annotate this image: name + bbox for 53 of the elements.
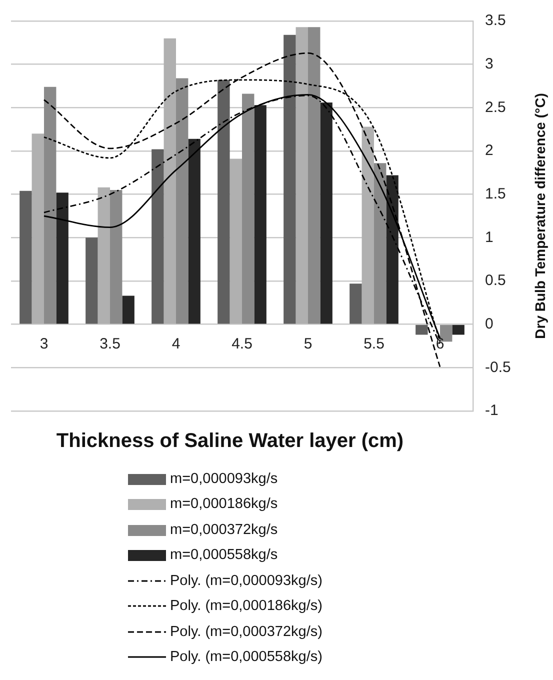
y-tick-label: 3.5 [485, 12, 506, 30]
x-tick-label: 5 [304, 335, 312, 352]
bar [320, 102, 332, 324]
legend-label: Poly. (m=0,000186kg/s) [170, 598, 322, 614]
legend-label: m=0,000093kg/s [170, 470, 278, 487]
y-tick-label: 0 [485, 315, 494, 332]
bar [350, 284, 362, 324]
legend-label: m=0,000372kg/s [170, 522, 278, 538]
legend-label: Poly. (m=0,000558kg/s) [170, 649, 322, 666]
y-tick-label: -0.5 [485, 358, 511, 376]
x-axis-title: Thickness of Saline Water layer (cm) [55, 430, 405, 453]
x-tick-label: 4.5 [232, 335, 252, 352]
bar [386, 175, 398, 324]
bar [110, 190, 122, 324]
bar [164, 38, 176, 324]
x-tick-label: 4 [172, 335, 180, 352]
y-axis-title: Dry Bulb Temperature difference (°C) [532, 93, 548, 339]
bar [230, 158, 242, 324]
bar [176, 78, 188, 324]
bar [56, 192, 68, 324]
x-tick-label: 5.5 [364, 335, 384, 352]
legend-label: m=0,000558kg/s [170, 547, 278, 564]
bar [86, 238, 98, 324]
y-tick-label: 2.5 [485, 98, 506, 116]
bar [284, 34, 296, 324]
bar [374, 163, 386, 324]
legend-label: m=0,000186kg/s [170, 496, 278, 512]
x-tick-label: 3 [40, 335, 48, 352]
bar [308, 27, 320, 324]
y-tick-label: 1.5 [485, 185, 506, 202]
bar [152, 149, 164, 324]
bar [452, 324, 464, 335]
y-tick-label: -1 [485, 402, 498, 420]
bar [20, 190, 32, 324]
bar [416, 324, 428, 335]
bar [218, 80, 230, 324]
y-tick-label: 1 [485, 228, 494, 246]
bar [242, 94, 254, 324]
bar [122, 296, 134, 324]
y-tick-label: 0.5 [485, 272, 506, 290]
bar [254, 105, 266, 324]
x-tick-label: 6 [436, 335, 444, 352]
bar [98, 187, 110, 324]
bar [44, 86, 56, 324]
bar [32, 134, 44, 324]
x-tick-label: 3.5 [100, 335, 120, 352]
bar [296, 27, 308, 324]
legend-label: Poly. (m=0,000093kg/s) [170, 572, 322, 589]
bar [188, 138, 200, 324]
legend-label: Poly. (m=0,000372kg/s) [170, 624, 322, 640]
bar [362, 126, 374, 324]
y-tick-label: 3 [485, 55, 494, 72]
y-tick-label: 2 [485, 142, 494, 160]
